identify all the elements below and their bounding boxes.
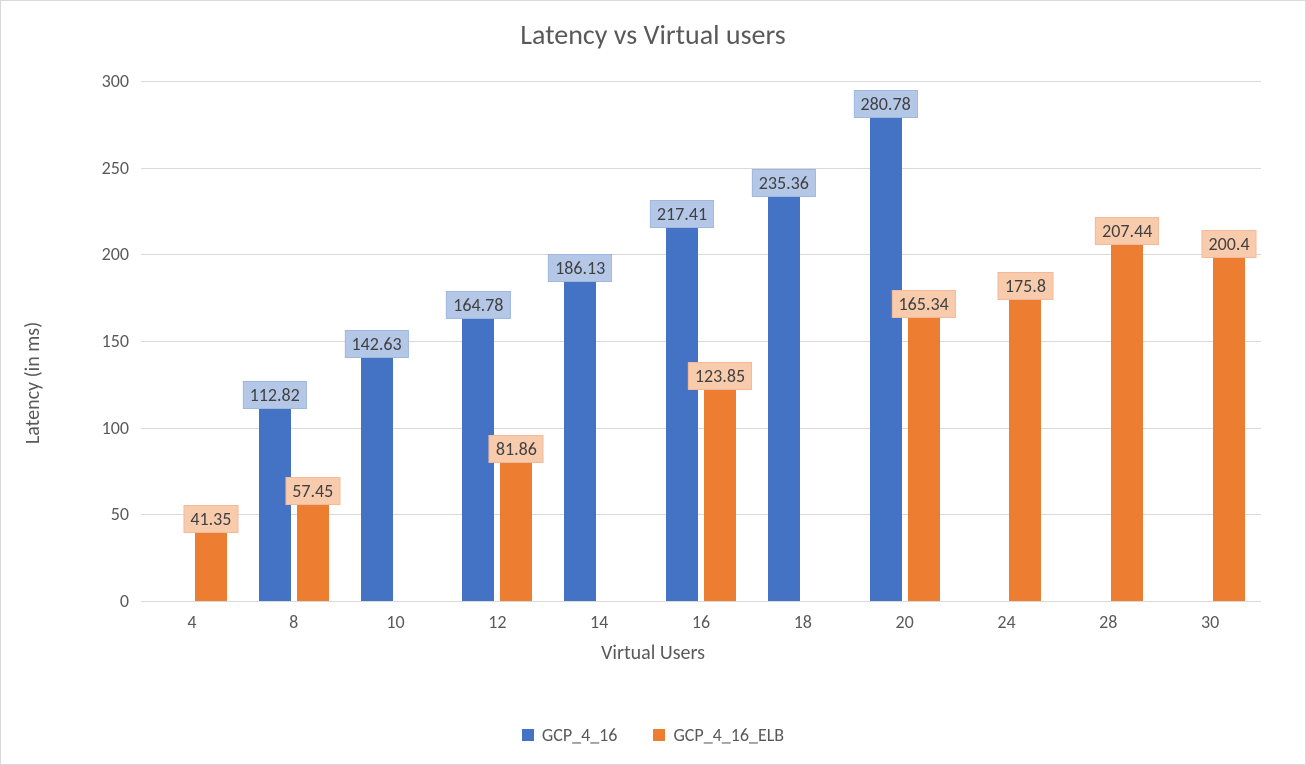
- chart-title: Latency vs Virtual users: [1, 17, 1305, 52]
- legend-item: GCP_4_16_ELB: [653, 724, 784, 746]
- plot-area: 050100150200250300441.358112.8257.451014…: [141, 81, 1261, 601]
- y-tick-label: 150: [79, 330, 129, 352]
- legend: GCP_4_16 GCP_4_16_ELB: [1, 724, 1305, 746]
- legend-label: GCP_4_16_ELB: [673, 724, 784, 746]
- grid-line: [141, 254, 1261, 255]
- data-label-GCP_4_16_ELB: 41.35: [183, 505, 238, 533]
- y-tick-label: 250: [79, 157, 129, 179]
- x-tick-label: 4: [187, 611, 196, 633]
- bar-GCP_4_16_ELB: [704, 386, 736, 601]
- grid-line: [141, 428, 1261, 429]
- data-label-GCP_4_16: 280.78: [854, 90, 918, 118]
- y-tick-label: 50: [79, 503, 129, 525]
- data-label-GCP_4_16: 217.41: [650, 200, 714, 228]
- data-label-GCP_4_16_ELB: 81.86: [489, 435, 544, 463]
- bar-GCP_4_16: [361, 354, 393, 601]
- data-label-GCP_4_16_ELB: 175.8: [998, 272, 1053, 300]
- bar-GCP_4_16: [768, 193, 800, 601]
- x-tick-label: 20: [896, 611, 914, 633]
- x-tick-label: 24: [997, 611, 1015, 633]
- data-label-GCP_4_16: 112.82: [243, 381, 307, 409]
- y-tick-label: 100: [79, 417, 129, 439]
- legend-swatch: [653, 729, 665, 741]
- data-label-GCP_4_16_ELB: 165.34: [892, 290, 956, 318]
- bar-GCP_4_16_ELB: [500, 459, 532, 601]
- x-tick-label: 18: [794, 611, 812, 633]
- legend-item: GCP_4_16: [522, 724, 618, 746]
- x-axis-title: Virtual Users: [1, 641, 1305, 665]
- y-tick-label: 300: [79, 70, 129, 92]
- x-tick-label: 14: [590, 611, 608, 633]
- chart-container: Latency vs Virtual users Latency (in ms)…: [0, 0, 1306, 765]
- bar-GCP_4_16: [564, 278, 596, 601]
- bar-GCP_4_16_ELB: [195, 529, 227, 601]
- bar-GCP_4_16_ELB: [1009, 296, 1041, 601]
- x-tick-label: 16: [692, 611, 710, 633]
- grid-line: [141, 81, 1261, 82]
- grid-line: [141, 168, 1261, 169]
- x-tick-label: 30: [1201, 611, 1219, 633]
- bar-GCP_4_16_ELB: [1111, 241, 1143, 601]
- bar-GCP_4_16_ELB: [1213, 254, 1245, 601]
- grid-line: [141, 601, 1261, 602]
- bar-GCP_4_16: [870, 114, 902, 601]
- x-tick-label: 28: [1099, 611, 1117, 633]
- x-tick-label: 10: [386, 611, 404, 633]
- bar-GCP_4_16: [666, 224, 698, 601]
- x-tick-label: 8: [289, 611, 298, 633]
- y-tick-label: 200: [79, 243, 129, 265]
- data-label-GCP_4_16_ELB: 200.4: [1202, 230, 1257, 258]
- data-label-GCP_4_16: 186.13: [548, 254, 612, 282]
- bar-GCP_4_16_ELB: [297, 501, 329, 601]
- data-label-GCP_4_16_ELB: 207.44: [1095, 217, 1159, 245]
- data-label-GCP_4_16: 142.63: [344, 330, 408, 358]
- y-tick-label: 0: [79, 590, 129, 612]
- data-label-GCP_4_16_ELB: 57.45: [285, 477, 340, 505]
- data-label-GCP_4_16: 235.36: [752, 169, 816, 197]
- data-label-GCP_4_16_ELB: 123.85: [688, 362, 752, 390]
- y-axis-title: Latency (in ms): [21, 321, 45, 443]
- legend-swatch: [522, 729, 534, 741]
- legend-label: GCP_4_16: [542, 724, 618, 746]
- data-label-GCP_4_16: 164.78: [446, 291, 510, 319]
- x-tick-label: 12: [488, 611, 506, 633]
- bar-GCP_4_16_ELB: [908, 314, 940, 601]
- grid-line: [141, 341, 1261, 342]
